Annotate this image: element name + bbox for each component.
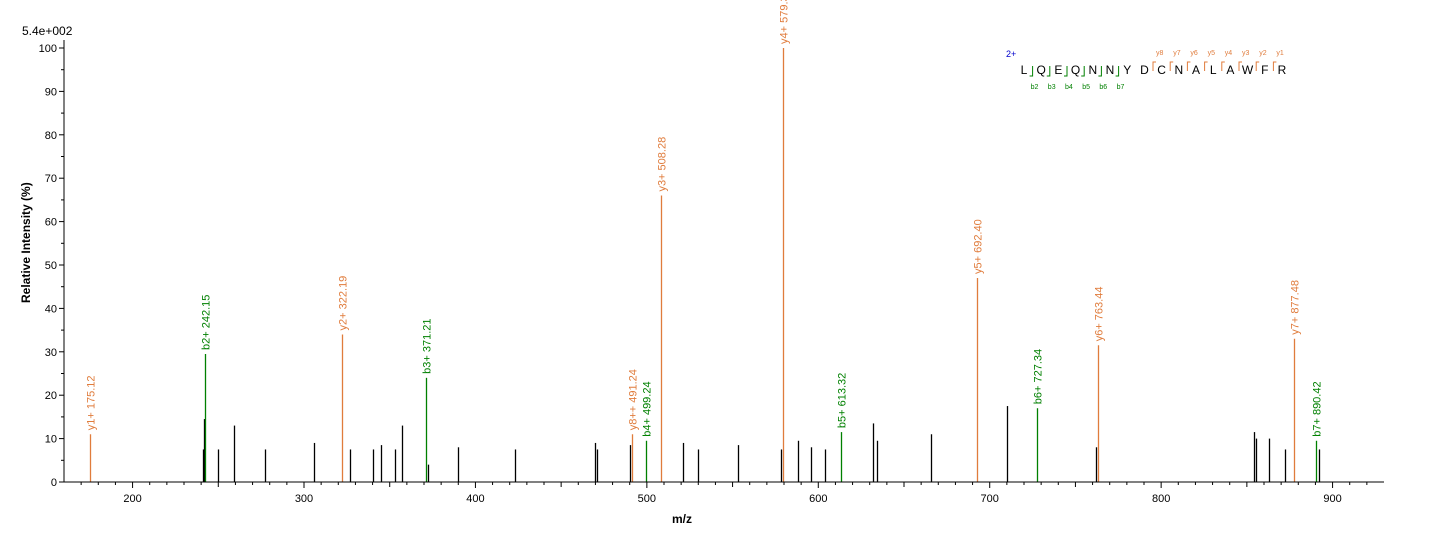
sequence-residue: R xyxy=(1278,63,1287,77)
y-ion-bracket xyxy=(1255,61,1260,71)
peak-label: y3+ 508.28 xyxy=(657,137,669,192)
y-ion-marker: y6 xyxy=(1190,50,1198,57)
x-tick-label: 700 xyxy=(981,493,999,505)
y-tick-label: 30 xyxy=(45,347,57,359)
peak-label: b3+ 371.21 xyxy=(422,318,434,373)
sequence-residue: N xyxy=(1174,63,1183,77)
peak-label: b2+ 242.15 xyxy=(201,295,213,350)
y-ion-bracket xyxy=(1272,61,1277,71)
y-ion-bracket xyxy=(1238,61,1242,71)
x-tick-label: 900 xyxy=(1323,493,1341,505)
sequence-residue: N xyxy=(1106,63,1115,77)
y-ion-marker: y4 xyxy=(1225,50,1233,57)
y-tick-label: 10 xyxy=(45,434,57,446)
charge-state: 2+ xyxy=(1006,49,1016,59)
x-tick-label: 300 xyxy=(295,493,313,505)
b-ion-marker: b6 xyxy=(1099,84,1107,91)
sequence-residue: W xyxy=(1242,63,1254,77)
sequence-residue: E xyxy=(1054,63,1062,77)
y-tick-label: 20 xyxy=(45,390,57,402)
x-axis-ticks: 200 300 400 500 600 700 800 900 xyxy=(80,482,1368,505)
b-ion-bracket xyxy=(1046,66,1051,77)
sequence-residue: C xyxy=(1157,63,1166,77)
peak-labels: y1+ 175.12 b2+ 242.15 y2+ 322.19 b3+ 371.21… xyxy=(86,0,1324,437)
peak-label: b5+ 613.32 xyxy=(837,373,849,428)
y-tick-label: 0 xyxy=(51,477,57,489)
y-ion-bracket xyxy=(1186,61,1191,71)
sequence-residue: A xyxy=(1226,63,1234,77)
y-ion-marker: y1 xyxy=(1276,50,1284,57)
y-ion-bracket xyxy=(1169,61,1174,71)
y-ion-bracket xyxy=(1221,61,1225,71)
sequence-residue: D xyxy=(1140,63,1149,77)
peak-label: y4+ 579.32 xyxy=(779,0,791,44)
x-tick-label: 800 xyxy=(1152,493,1170,505)
sequence-residue: A xyxy=(1192,63,1200,77)
b-ion-marker: b5 xyxy=(1082,84,1090,91)
peak-label: y2+ 322.19 xyxy=(338,276,350,331)
b-ion-marker: b2 xyxy=(1031,84,1039,91)
y-axis-ticks: 0 10 20 30 40 50 60 70 80 90 100 xyxy=(39,43,64,489)
y-tick-label: 60 xyxy=(45,217,57,229)
y-ion-marker: y2 xyxy=(1259,50,1267,57)
b-ion-bracket xyxy=(1064,66,1068,77)
sequence-residue: L xyxy=(1021,63,1028,77)
y-ion-bracket xyxy=(1152,61,1156,71)
y-tick-label: 70 xyxy=(45,173,57,185)
y-ion-marker: y5 xyxy=(1208,50,1216,57)
sequence-residue: Q xyxy=(1037,63,1046,77)
peak-series xyxy=(89,48,1321,482)
x-axis-title: m/z xyxy=(672,512,692,526)
sequence-residue: F xyxy=(1261,63,1268,77)
peak-label: b6+ 727.34 xyxy=(1033,349,1045,404)
intensity-scale-label: 5.4e+002 xyxy=(22,24,73,38)
y-ion-marker: y3 xyxy=(1242,50,1250,57)
x-tick-label: 400 xyxy=(466,493,484,505)
b-ion-bracket xyxy=(1115,66,1120,77)
peak-label: y6+ 763.44 xyxy=(1094,287,1106,342)
sequence-residue: Y xyxy=(1123,63,1131,77)
y-tick-label: 50 xyxy=(45,260,57,272)
peak-label: y1+ 175.12 xyxy=(86,376,98,431)
peak-label: y5+ 692.40 xyxy=(973,219,985,274)
sequence-residue: N xyxy=(1088,63,1097,77)
y-tick-label: 40 xyxy=(45,303,57,315)
y-ion-marker: y8 xyxy=(1156,50,1164,57)
x-tick-label: 500 xyxy=(638,493,656,505)
b-ion-bracket xyxy=(1029,66,1034,77)
y-axis-title: Relative Intensity (%) xyxy=(19,182,33,303)
x-tick-label: 200 xyxy=(123,493,141,505)
peak-label: b4+ 499.24 xyxy=(642,381,654,436)
b-ion-marker: b3 xyxy=(1048,84,1056,91)
b-ion-bracket xyxy=(1098,66,1102,77)
y-tick-label: 90 xyxy=(45,86,57,98)
peak-label: b7+ 890.42 xyxy=(1312,381,1324,436)
b-ion-marker: b4 xyxy=(1065,84,1073,91)
y-tick-label: 100 xyxy=(39,43,57,55)
peak-label: y8++ 491.24 xyxy=(628,369,640,430)
peak-label: y7+ 877.48 xyxy=(1290,280,1302,335)
y-ion-bracket xyxy=(1204,61,1208,71)
y-tick-label: 80 xyxy=(45,130,57,142)
sequence-residue: Q xyxy=(1071,63,1080,77)
y-ion-marker: y7 xyxy=(1173,50,1181,57)
sequence-residue: L xyxy=(1210,63,1217,77)
b-ion-bracket xyxy=(1081,66,1085,77)
x-tick-label: 600 xyxy=(809,493,827,505)
b-ion-marker: b7 xyxy=(1117,84,1125,91)
